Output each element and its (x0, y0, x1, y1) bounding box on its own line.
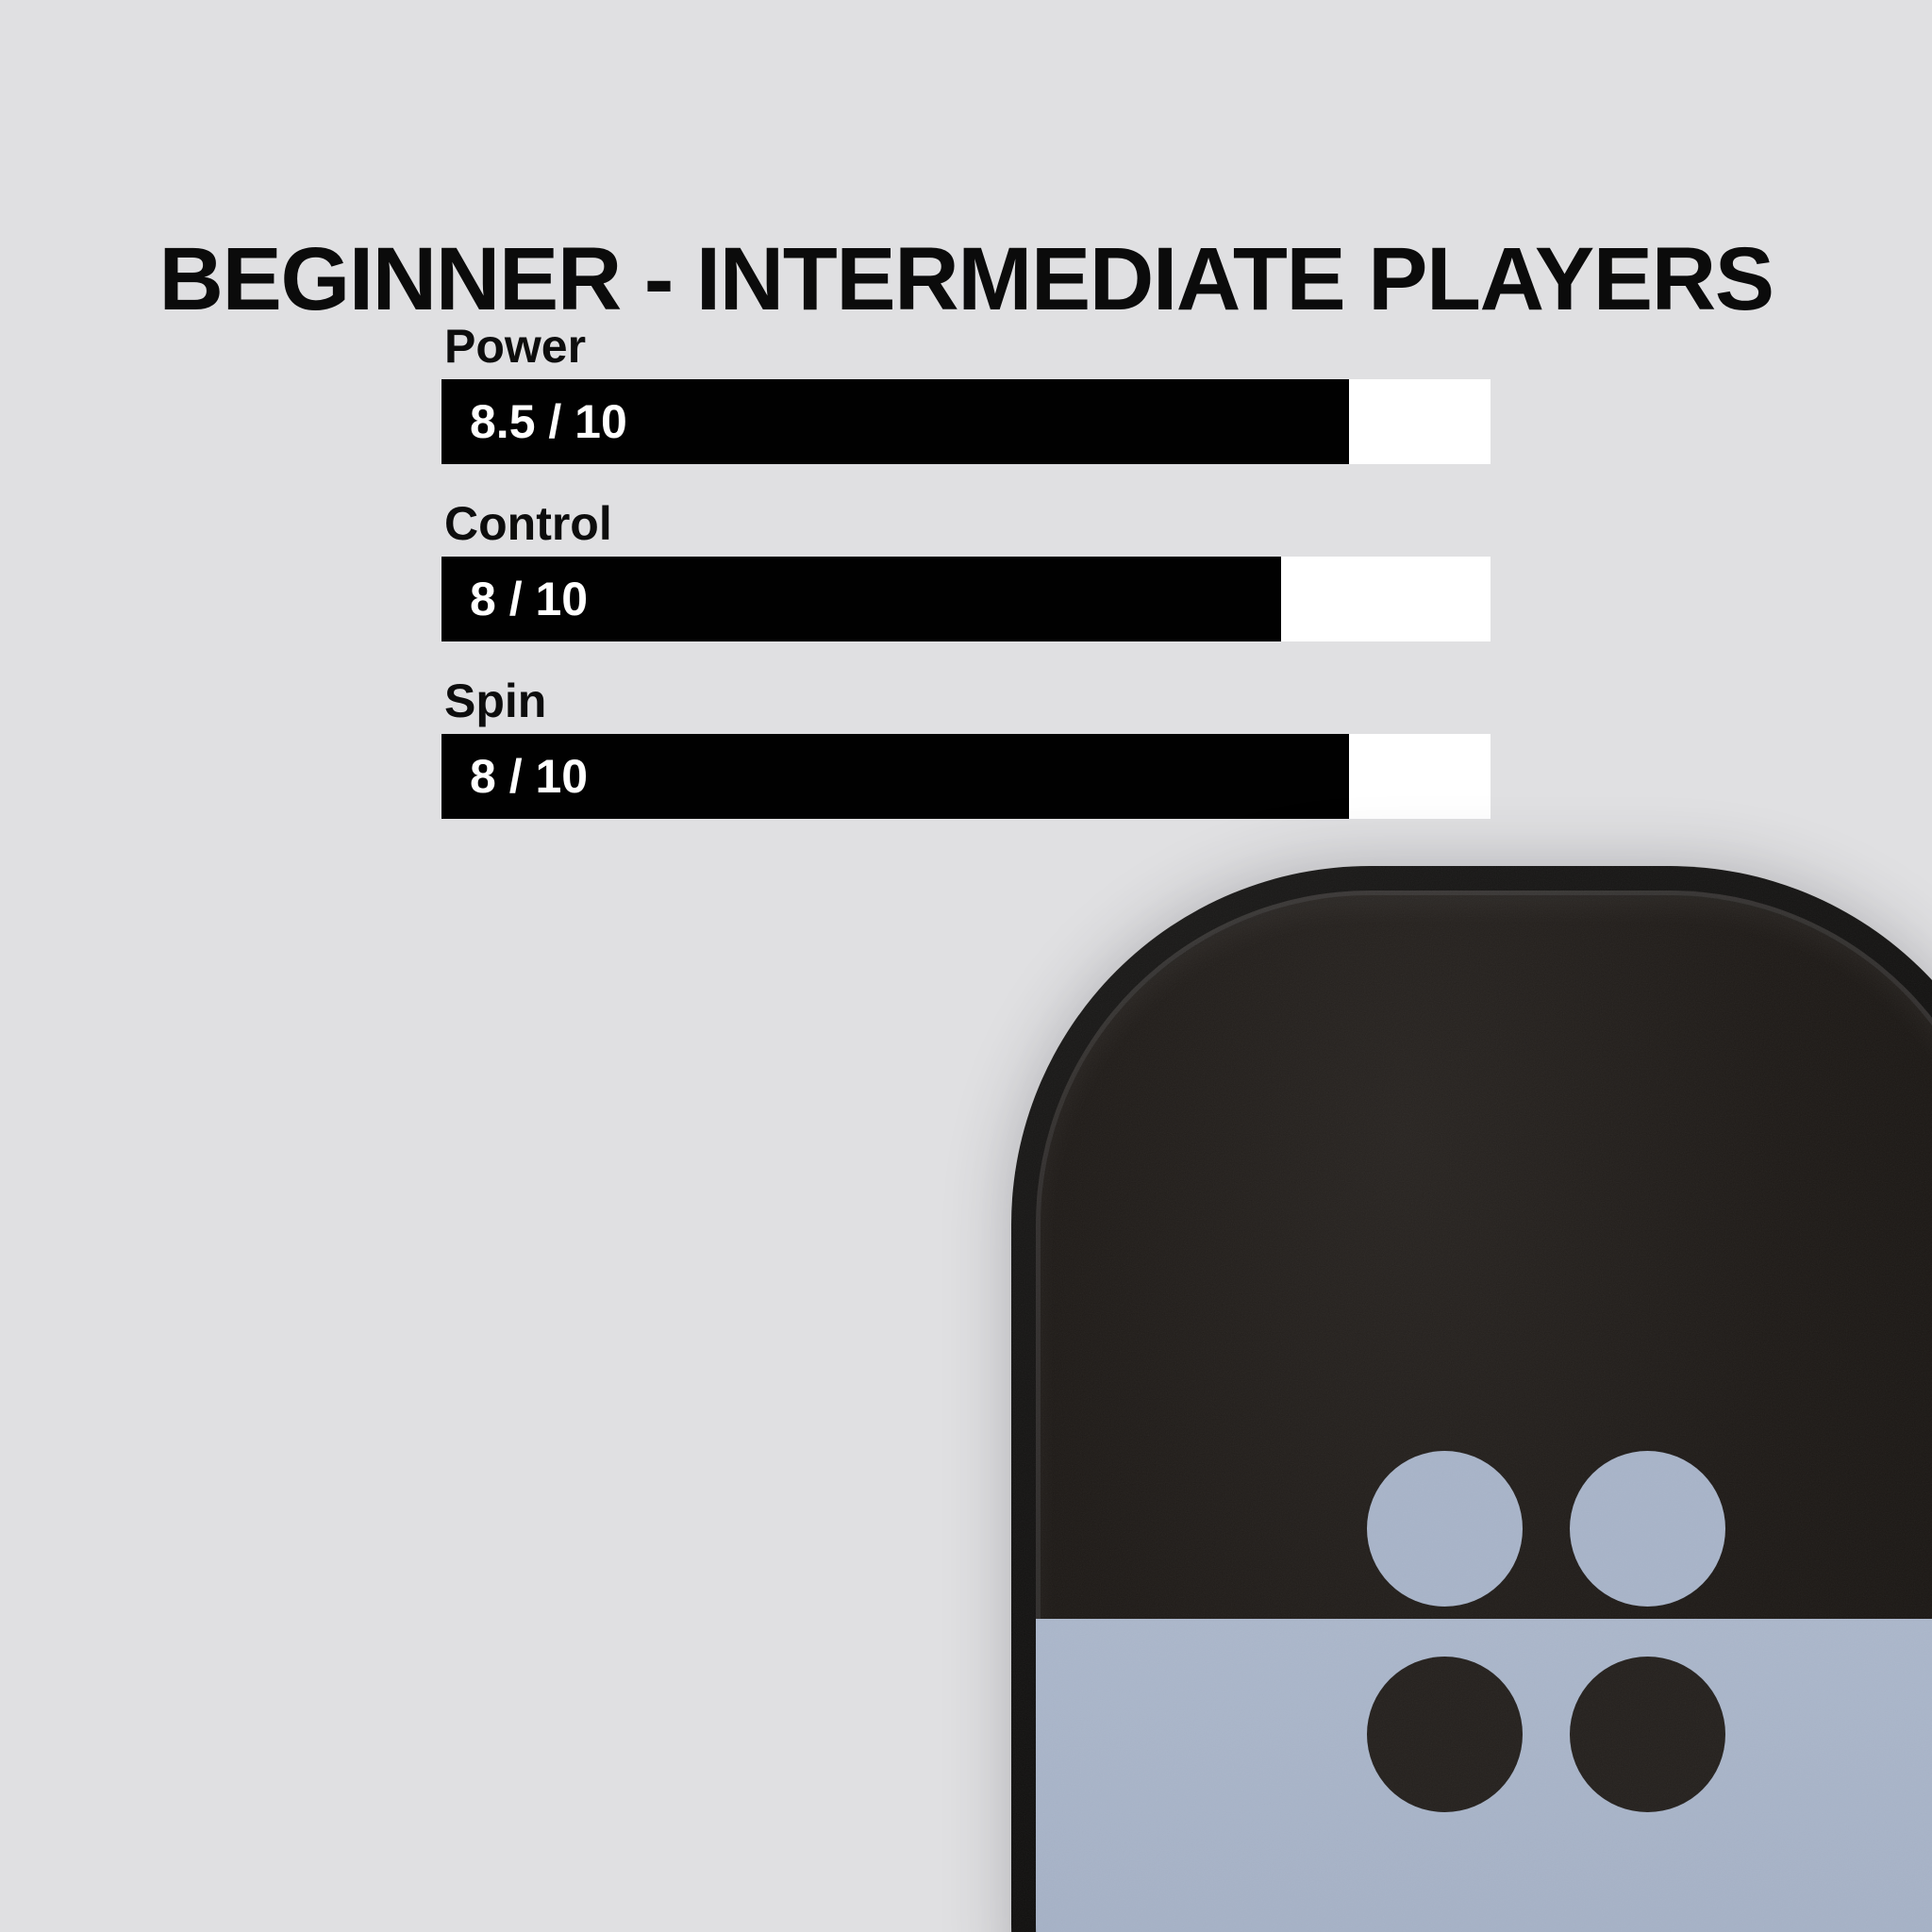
rating-bar-control: 8 / 10 (441, 557, 1491, 641)
rating-bar-fill: 8 / 10 (441, 734, 1349, 819)
ratings-chart: Power 8.5 / 10 Control 8 / 10 Spin 8 / (441, 323, 1491, 855)
stat-control: Control 8 / 10 (441, 500, 1491, 641)
stat-label-spin: Spin (444, 675, 547, 727)
rating-bar-fill: 8.5 / 10 (441, 379, 1349, 464)
stat-power: Power 8.5 / 10 (441, 323, 1491, 464)
rating-bar-remainder (1348, 734, 1491, 819)
rating-bar-power: 8.5 / 10 (441, 379, 1491, 464)
rating-bar-fill: 8 / 10 (441, 557, 1281, 641)
paddle-image (1011, 866, 1932, 1932)
paddle-logo-dot-top-left (1367, 1451, 1523, 1607)
stat-label-control: Control (444, 497, 612, 550)
paddle-logo-dot-bottom-right (1570, 1657, 1725, 1812)
paddle-logo-dot-top-right (1570, 1451, 1725, 1607)
paddle-logo-dot-bottom-left (1367, 1657, 1523, 1812)
stat-spin: Spin 8 / 10 (441, 677, 1491, 819)
paddle-face (1036, 891, 1932, 1932)
rating-value: 8 / 10 (470, 750, 589, 803)
stat-label-power: Power (444, 320, 587, 373)
rating-bar-remainder (1280, 557, 1491, 641)
rating-bar-spin: 8 / 10 (441, 734, 1491, 819)
rating-bar-remainder (1348, 379, 1491, 464)
page-title: BEGINNER - INTERMEDIATE PLAYERS (158, 228, 1774, 329)
rating-value: 8.5 / 10 (470, 395, 627, 448)
rating-value: 8 / 10 (470, 573, 589, 625)
